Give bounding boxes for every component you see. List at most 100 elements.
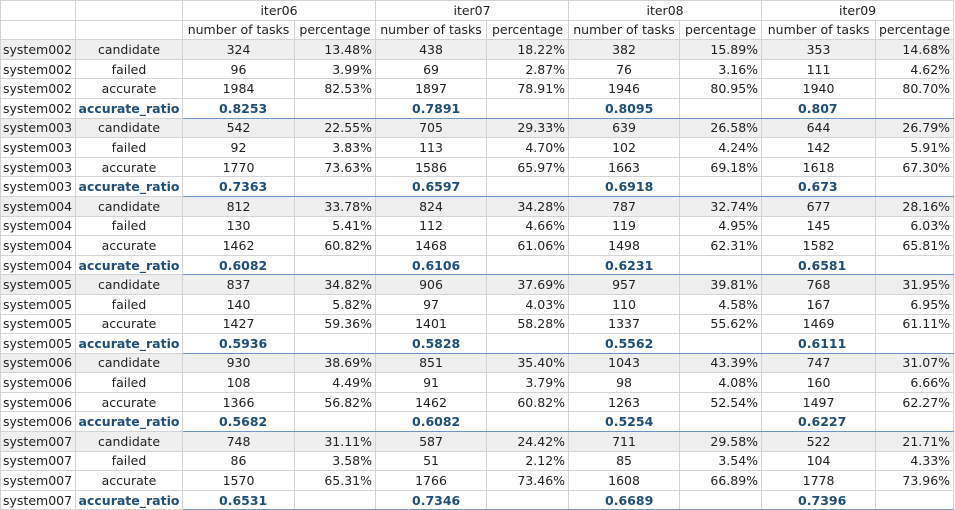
system-cell[interactable]: system004 xyxy=(0,215,76,237)
count-cell[interactable]: 96 xyxy=(182,58,295,80)
metric-cell[interactable]: accurate_ratio xyxy=(75,254,183,276)
ratio-value-cell[interactable]: 0.7396 xyxy=(761,489,877,510)
percentage-cell[interactable]: 37.69% xyxy=(486,274,570,295)
system-cell[interactable]: system003 xyxy=(0,176,76,197)
percentage-cell[interactable]: 35.40% xyxy=(486,352,570,374)
header-corner-cell[interactable] xyxy=(0,19,76,41)
system-cell[interactable]: system002 xyxy=(0,39,76,60)
system-cell[interactable]: system005 xyxy=(0,293,76,315)
percentage-cell[interactable]: 4.62% xyxy=(875,58,955,80)
system-cell[interactable]: system003 xyxy=(0,137,76,158)
percentage-cell[interactable]: 31.95% xyxy=(875,274,955,295)
percentage-cell[interactable]: 3.54% xyxy=(679,450,763,472)
count-cell[interactable]: 353 xyxy=(761,39,877,60)
system-cell[interactable]: system007 xyxy=(0,431,76,452)
percentage-cell[interactable]: 67.30% xyxy=(875,156,955,178)
percentage-cell[interactable]: 61.11% xyxy=(875,313,955,335)
metric-cell[interactable]: failed xyxy=(75,215,183,237)
percentage-cell[interactable]: 29.33% xyxy=(486,117,570,139)
percentage-cell[interactable]: 24.42% xyxy=(486,431,570,452)
empty-cell[interactable] xyxy=(679,97,763,119)
count-cell[interactable]: 51 xyxy=(375,450,488,472)
count-cell[interactable]: 104 xyxy=(761,450,877,472)
count-cell[interactable]: 1766 xyxy=(375,470,488,491)
count-cell[interactable]: 98 xyxy=(568,372,681,393)
percentage-cell[interactable]: 32.74% xyxy=(679,195,763,217)
system-cell[interactable]: system006 xyxy=(0,372,76,393)
ratio-value-cell[interactable]: 0.6918 xyxy=(568,176,681,197)
empty-cell[interactable] xyxy=(875,254,955,276)
count-cell[interactable]: 1427 xyxy=(182,313,295,335)
metric-cell[interactable]: candidate xyxy=(75,352,183,374)
percentage-header[interactable]: percentage xyxy=(875,19,955,41)
percentage-cell[interactable]: 4.70% xyxy=(486,137,570,158)
empty-cell[interactable] xyxy=(293,411,377,433)
ratio-value-cell[interactable]: 0.7346 xyxy=(375,489,488,510)
count-cell[interactable]: 1618 xyxy=(761,156,877,178)
percentage-cell[interactable]: 34.82% xyxy=(293,274,377,295)
empty-cell[interactable] xyxy=(293,97,377,119)
ratio-value-cell[interactable]: 0.6597 xyxy=(375,176,488,197)
count-cell[interactable]: 167 xyxy=(761,293,877,315)
percentage-cell[interactable]: 34.28% xyxy=(486,195,570,217)
metric-cell[interactable]: candidate xyxy=(75,117,183,139)
count-cell[interactable]: 1663 xyxy=(568,156,681,178)
system-cell[interactable]: system002 xyxy=(0,97,76,119)
empty-cell[interactable] xyxy=(293,254,377,276)
count-cell[interactable]: 102 xyxy=(568,137,681,158)
count-cell[interactable]: 1043 xyxy=(568,352,681,374)
ratio-value-cell[interactable]: 0.6689 xyxy=(568,489,681,510)
system-cell[interactable]: system005 xyxy=(0,274,76,295)
percentage-cell[interactable]: 73.96% xyxy=(875,470,955,491)
count-cell[interactable]: 1497 xyxy=(761,391,877,413)
metric-cell[interactable]: accurate_ratio xyxy=(75,97,183,119)
count-cell[interactable]: 160 xyxy=(761,372,877,393)
percentage-cell[interactable]: 4.66% xyxy=(486,215,570,237)
iteration-header[interactable]: iter07 xyxy=(375,0,570,21)
count-cell[interactable]: 705 xyxy=(375,117,488,139)
count-cell[interactable]: 1263 xyxy=(568,391,681,413)
percentage-cell[interactable]: 14.68% xyxy=(875,39,955,60)
metric-cell[interactable]: failed xyxy=(75,293,183,315)
count-cell[interactable]: 1897 xyxy=(375,78,488,99)
percentage-cell[interactable]: 65.97% xyxy=(486,156,570,178)
count-cell[interactable]: 111 xyxy=(761,58,877,80)
iteration-header[interactable]: iter08 xyxy=(568,0,763,21)
percentage-cell[interactable]: 73.46% xyxy=(486,470,570,491)
metric-cell[interactable]: accurate xyxy=(75,391,183,413)
count-cell[interactable]: 1946 xyxy=(568,78,681,99)
system-cell[interactable]: system005 xyxy=(0,313,76,335)
empty-cell[interactable] xyxy=(875,333,955,354)
percentage-cell[interactable]: 4.24% xyxy=(679,137,763,158)
count-cell[interactable]: 957 xyxy=(568,274,681,295)
ratio-value-cell[interactable]: 0.8253 xyxy=(182,97,295,119)
count-cell[interactable]: 92 xyxy=(182,137,295,158)
percentage-cell[interactable]: 5.91% xyxy=(875,137,955,158)
count-cell[interactable]: 112 xyxy=(375,215,488,237)
count-cell[interactable]: 324 xyxy=(182,39,295,60)
ratio-value-cell[interactable]: 0.7891 xyxy=(375,97,488,119)
ratio-value-cell[interactable]: 0.6106 xyxy=(375,254,488,276)
percentage-cell[interactable]: 26.58% xyxy=(679,117,763,139)
percentage-cell[interactable]: 22.55% xyxy=(293,117,377,139)
empty-cell[interactable] xyxy=(679,411,763,433)
system-cell[interactable]: system006 xyxy=(0,411,76,433)
percentage-cell[interactable]: 15.89% xyxy=(679,39,763,60)
system-cell[interactable]: system003 xyxy=(0,117,76,139)
ratio-value-cell[interactable]: 0.673 xyxy=(761,176,877,197)
ratio-value-cell[interactable]: 0.7363 xyxy=(182,176,295,197)
metric-cell[interactable]: candidate xyxy=(75,39,183,60)
count-cell[interactable]: 1770 xyxy=(182,156,295,178)
percentage-cell[interactable]: 13.48% xyxy=(293,39,377,60)
percentage-cell[interactable]: 60.82% xyxy=(293,235,377,256)
percentage-cell[interactable]: 62.31% xyxy=(679,235,763,256)
percentage-cell[interactable]: 52.54% xyxy=(679,391,763,413)
percentage-header[interactable]: percentage xyxy=(679,19,763,41)
ratio-value-cell[interactable]: 0.8095 xyxy=(568,97,681,119)
count-cell[interactable]: 747 xyxy=(761,352,877,374)
count-cell[interactable]: 639 xyxy=(568,117,681,139)
metric-cell[interactable]: candidate xyxy=(75,431,183,452)
count-cell[interactable]: 644 xyxy=(761,117,877,139)
percentage-cell[interactable]: 6.95% xyxy=(875,293,955,315)
count-cell[interactable]: 1337 xyxy=(568,313,681,335)
